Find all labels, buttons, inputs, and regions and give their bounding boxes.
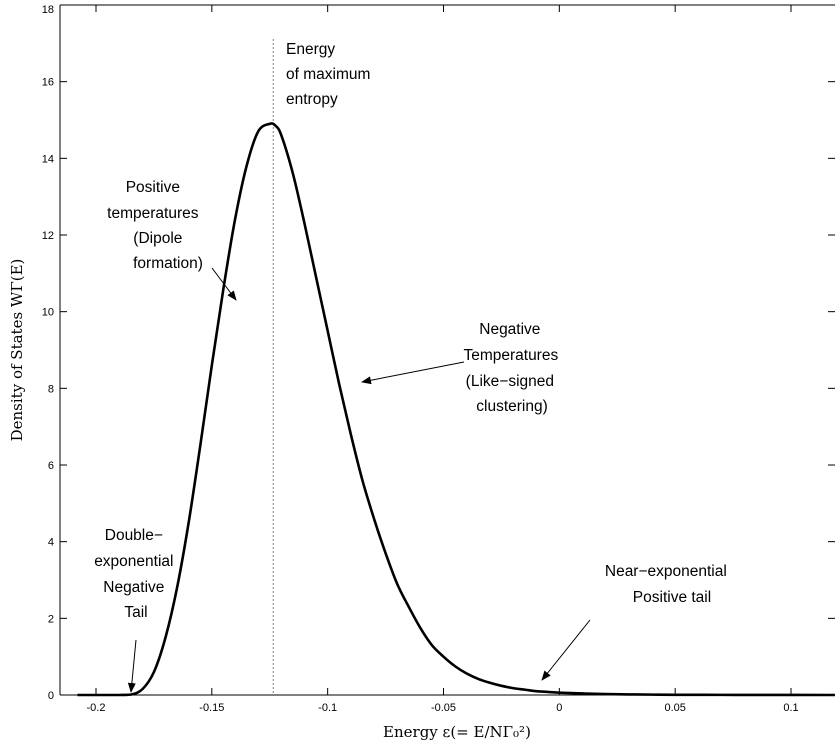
- arrow-positive-temperatures: [211, 267, 237, 301]
- arrow-double-exponential-tail: [127, 639, 137, 693]
- annotation-near-exponential-tail: Near−exponential Positive tail: [605, 563, 731, 606]
- y-axis-title: Density of States WΓ(E): [8, 259, 26, 442]
- x-tick-label: 0.1: [783, 702, 798, 714]
- y-tick-label: 10: [42, 307, 54, 319]
- plot-area: [60, 5, 835, 695]
- arrow-near-exponential-tail: [541, 619, 591, 681]
- x-tick-label: -0.1: [318, 702, 337, 714]
- arrow-negative-temperatures: [361, 361, 465, 385]
- y-tick-label: 8: [48, 383, 54, 395]
- annotation-negative-temperatures: Negative Temperatures (Like−signed clust…: [463, 321, 562, 415]
- y-tick-label: 2: [48, 613, 54, 625]
- annotation-positive-temperatures: Positive temperatures (Dipole formation): [107, 179, 203, 272]
- series-line-density-of-states: [77, 122, 835, 697]
- y-tick-label: 6: [48, 460, 54, 472]
- annotation-double-exponential-tail: Double− exponential Negative Tail: [94, 527, 178, 621]
- y-tick-label: 14: [42, 153, 54, 165]
- x-tick-label: 0: [556, 702, 562, 714]
- y-tick-label: 16: [42, 77, 54, 89]
- y-tick-label: 0: [48, 690, 54, 702]
- y-tick-label: 4: [48, 537, 54, 549]
- x-tick-label: 0.05: [664, 702, 685, 714]
- x-tick-label: -0.15: [199, 702, 224, 714]
- y-axis-ticks: 0 2 4 6 8 10 12 14 16 18: [42, 4, 835, 702]
- y-tick-label: 18: [42, 4, 54, 16]
- x-axis-title: Energy ε(= E/NΓ₀²): [383, 723, 531, 741]
- x-axis-ticks: -0.2 -0.15 -0.1 -0.05 0 0.05 0.1: [87, 5, 799, 714]
- y-tick-label: 12: [42, 230, 54, 242]
- x-tick-label: -0.2: [87, 702, 106, 714]
- x-tick-label: -0.05: [431, 702, 456, 714]
- annotation-max-entropy: Energy of maximum entropy: [286, 41, 375, 108]
